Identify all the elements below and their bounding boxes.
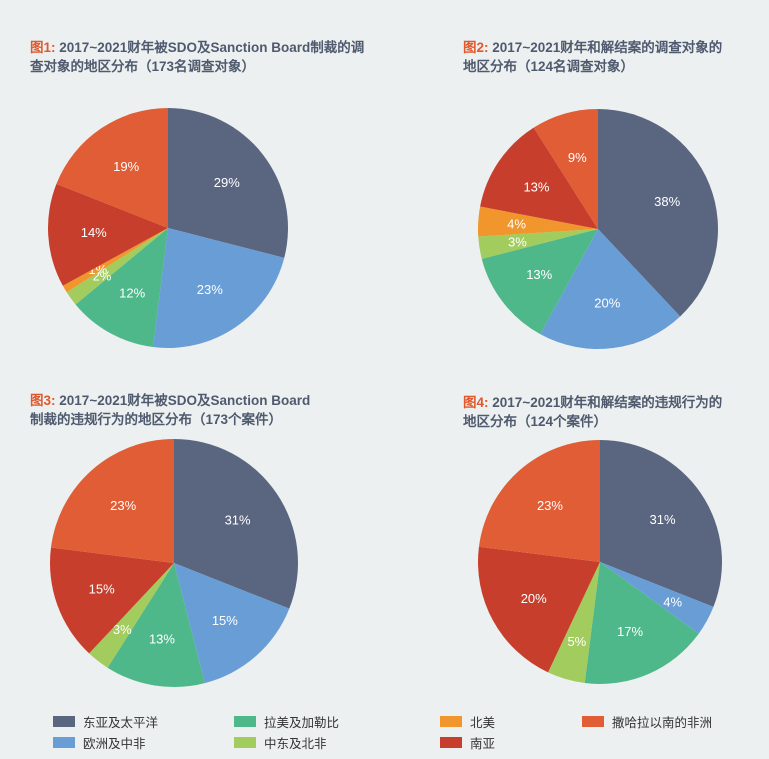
pie-chart-2: 38% 20% 13% 3% 4% 13% 9% [478,109,718,349]
pie-slice-label: 23% [197,282,223,297]
legend-label: 南亚 [470,733,495,752]
chart-title-3: 图3: 2017~2021财年被SDO及Sanction Board 制裁的违规… [30,391,410,429]
chart-title-4: 图4: 2017~2021财年和解结案的违规行为的 地区分布（124个案件） [463,393,763,431]
pie-slice-label: 13% [523,180,549,195]
legend-label: 中东及北非 [264,733,327,752]
legend-swatch [53,716,75,727]
legend-item-north-america: 北美 [440,712,495,731]
pie-slice-label: 38% [654,194,680,209]
legend-item-latin-america-caribbean: 拉美及加勒比 [234,712,339,731]
pie-slice-label: 9% [568,150,587,165]
pie-slice-label: 3% [508,234,527,249]
chart-title-line: 制裁的违规行为的地区分布（173个案件） [30,412,282,427]
pie-slice-label: 17% [617,624,643,639]
chart-title-line: 2017~2021财年和解结案的调查对象的 [492,40,722,55]
chart-title-line: 2017~2021财年和解结案的违规行为的 [492,395,722,410]
legend-item-south-asia: 南亚 [440,733,495,752]
chart-title-line: 地区分布（124名调查对象） [463,59,634,74]
legend-swatch [234,716,256,727]
legend-item-east-asia-pacific: 东亚及太平洋 [53,712,158,731]
pie-slice-label: 23% [537,498,563,513]
chart-title-2: 图2: 2017~2021财年和解结案的调查对象的 地区分布（124名调查对象） [463,38,763,76]
legend-item-middle-east-north-africa: 中东及北非 [234,733,327,752]
legend-label: 北美 [470,712,495,731]
pie-slice-label: 5% [567,634,586,649]
pie-slice-label: 20% [594,295,620,310]
chart-title-line: 查对象的地区分布（173名调查对象） [30,59,255,74]
pie-slice-label: 12% [119,286,145,301]
legend-label: 欧洲及中非 [83,733,146,752]
legend-swatch [440,737,462,748]
pie-slice-label: 14% [81,225,107,240]
legend-item-europe-central-africa: 欧洲及中非 [53,733,146,752]
legend-swatch [440,716,462,727]
pie-slice-label: 15% [212,613,238,628]
pie-slice-label: 4% [663,594,682,609]
figure-label: 图2: [463,40,489,55]
chart-title-1: 图1: 2017~2021财年被SDO及Sanction Board制裁的调 查… [30,38,410,76]
pie-slice-label: 19% [113,159,139,174]
chart-title-line: 2017~2021财年被SDO及Sanction Board [59,393,310,408]
pie-slice-label: 13% [149,631,175,646]
chart-title-line: 地区分布（124个案件） [463,414,607,429]
legend-swatch [234,737,256,748]
pie-slice-label: 29% [214,175,240,190]
pie-slice-label: 15% [89,582,115,597]
pie-chart-1: 29%23%12%2%1%14%19% [48,108,288,348]
chart-title-line: 2017~2021财年被SDO及Sanction Board制裁的调 [59,40,364,55]
pie-slice-label: 4% [507,216,526,231]
pie-chart-4: 31% 4% 17% 5% 20% 23% [478,440,722,684]
pie-chart-3: 31%15%13%3%15%23% [50,439,298,687]
figure-label: 图1: [30,40,56,55]
pie-slice-label: 13% [526,267,552,282]
legend-swatch [582,716,604,727]
pie-slice-label: 31% [225,512,251,527]
figure-label: 图3: [30,393,56,408]
figure-label: 图4: [463,395,489,410]
legend-label: 撒哈拉以南的非洲 [612,712,712,731]
legend-label: 拉美及加勒比 [264,712,339,731]
legend-label: 东亚及太平洋 [83,712,158,731]
pie-slice-label: 31% [650,512,676,527]
pie-slice-label: 20% [521,591,547,606]
pie-slice-label: 23% [110,498,136,513]
legend-swatch [53,737,75,748]
legend-item-sub-saharan-africa: 撒哈拉以南的非洲 [582,712,712,731]
